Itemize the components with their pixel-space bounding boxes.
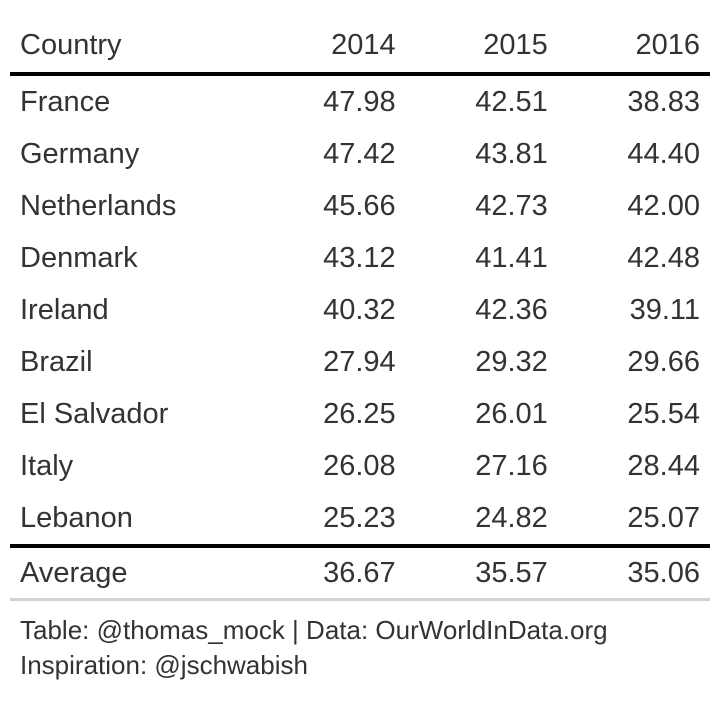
average-row: Average 36.67 35.57 35.06 <box>10 546 710 600</box>
average-2016: 35.06 <box>627 556 700 589</box>
data-table: Country 2014 2015 2016 France 47.98 42.51 3… <box>10 18 710 601</box>
value-cell-2016: 25.07 <box>627 501 700 534</box>
table-row: El Salvador 26.25 26.01 25.54 <box>10 388 710 440</box>
country-cell: Lebanon <box>20 501 133 534</box>
value-cell-2016: 29.66 <box>627 345 700 378</box>
source-line-inspiration: Inspiration: @jschwabish <box>20 650 308 680</box>
value-cell-2015: 27.16 <box>475 449 548 482</box>
table-row: Denmark 43.12 41.41 42.48 <box>10 232 710 284</box>
value-cell-2014: 27.94 <box>323 345 396 378</box>
column-header-2014: 2014 <box>331 28 396 61</box>
source-line-credits: Table: @thomas_mock | Data: OurWorldInDa… <box>20 615 608 645</box>
value-cell-2015: 24.82 <box>475 501 548 534</box>
country-cell: Brazil <box>20 345 93 378</box>
value-cell-2015: 42.36 <box>475 293 548 326</box>
value-cell-2014: 47.98 <box>323 85 396 118</box>
average-2015: 35.57 <box>475 556 548 589</box>
table-row: Italy 26.08 27.16 28.44 <box>10 440 710 492</box>
value-cell-2015: 29.32 <box>475 345 548 378</box>
value-cell-2016: 38.83 <box>627 85 700 118</box>
value-cell-2015: 42.73 <box>475 189 548 222</box>
header-row: Country 2014 2015 2016 <box>10 18 710 74</box>
value-cell-2015: 41.41 <box>475 241 548 274</box>
column-header-country: Country <box>20 28 122 61</box>
country-cell: Netherlands <box>20 189 177 222</box>
table-row: Lebanon 25.23 24.82 25.07 <box>10 492 710 546</box>
value-cell-2014: 43.12 <box>323 241 396 274</box>
value-cell-2015: 43.81 <box>475 137 548 170</box>
average-2014: 36.67 <box>323 556 396 589</box>
value-cell-2016: 28.44 <box>627 449 700 482</box>
value-cell-2015: 42.51 <box>475 85 548 118</box>
country-cell: Ireland <box>20 293 109 326</box>
value-cell-2014: 26.25 <box>323 397 396 430</box>
value-cell-2014: 47.42 <box>323 137 396 170</box>
source-note: Table: @thomas_mock | Data: OurWorldInDa… <box>20 613 608 683</box>
table-row: Ireland 40.32 42.36 39.11 <box>10 284 710 336</box>
average-label: Average <box>20 556 128 589</box>
country-cell: Italy <box>20 449 74 482</box>
table-row: Germany 47.42 43.81 44.40 <box>10 128 710 180</box>
value-cell-2014: 26.08 <box>323 449 396 482</box>
value-cell-2014: 25.23 <box>323 501 396 534</box>
country-cell: El Salvador <box>20 397 169 430</box>
table-row: Brazil 27.94 29.32 29.66 <box>10 336 710 388</box>
value-cell-2014: 45.66 <box>323 189 396 222</box>
value-cell-2016: 42.48 <box>627 241 700 274</box>
table-row: Netherlands 45.66 42.73 42.00 <box>10 180 710 232</box>
column-header-2015: 2015 <box>483 28 548 61</box>
table-body: France 47.98 42.51 38.83 Germany 47.42 43.81 44… <box>10 74 710 546</box>
value-cell-2016: 42.00 <box>627 189 700 222</box>
country-cell: France <box>20 85 111 118</box>
value-cell-2016: 25.54 <box>627 397 700 430</box>
country-cell: Denmark <box>20 241 138 274</box>
table-row: France 47.98 42.51 38.83 <box>10 74 710 128</box>
country-cell: Germany <box>20 137 140 170</box>
value-cell-2014: 40.32 <box>323 293 396 326</box>
value-cell-2015: 26.01 <box>475 397 548 430</box>
value-cell-2016: 44.40 <box>627 137 700 170</box>
value-cell-2016: 39.11 <box>629 293 700 326</box>
column-header-2016: 2016 <box>635 28 700 61</box>
